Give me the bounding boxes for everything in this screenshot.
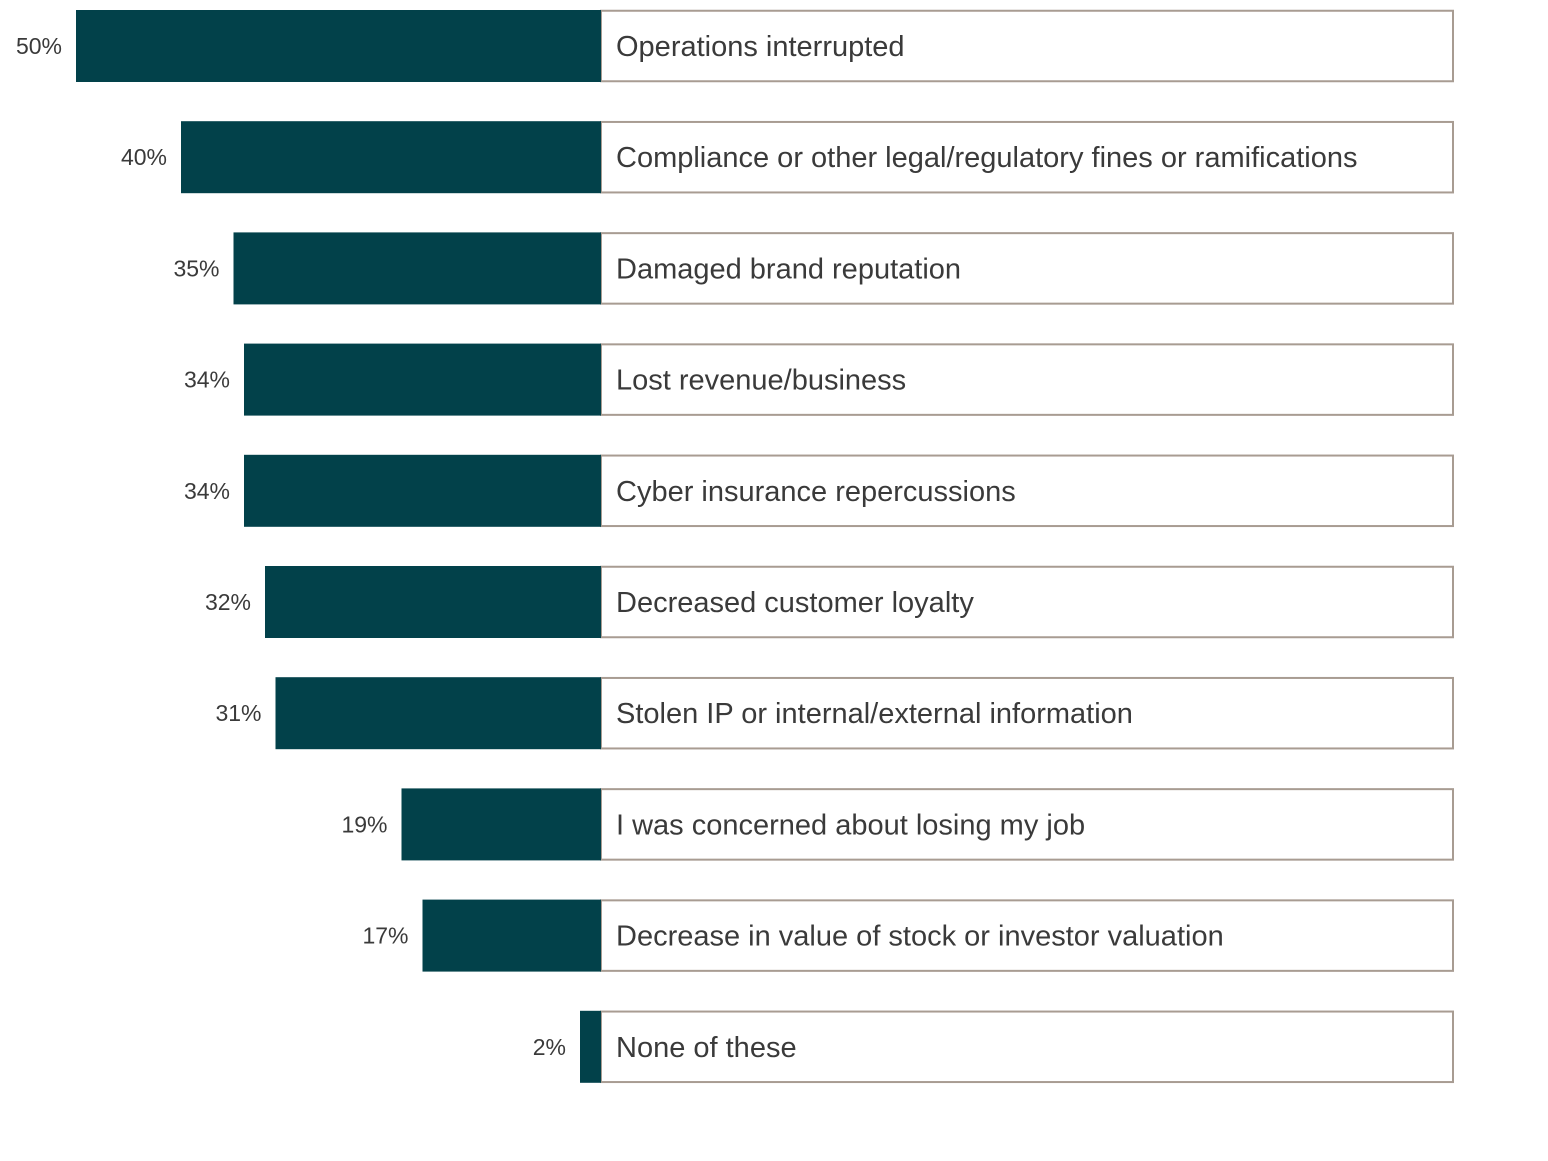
value-label: 2% bbox=[533, 1034, 566, 1060]
category-label-box bbox=[600, 676, 1454, 750]
bar bbox=[401, 788, 601, 861]
category-label: Compliance or other legal/regulatory fin… bbox=[616, 142, 1357, 174]
bar bbox=[233, 232, 601, 305]
category-label-box bbox=[600, 9, 1454, 83]
bar-row: 40% Compliance or other legal/regulatory … bbox=[121, 120, 1454, 194]
category-label-box bbox=[600, 343, 1454, 416]
bar bbox=[244, 454, 601, 527]
bar-row: 19% I was concerned about losing my job bbox=[341, 788, 1454, 861]
bar-row: 32% Decreased customer loyalty bbox=[205, 565, 1454, 639]
bar-row: 35% Damaged brand reputation bbox=[173, 232, 1454, 305]
category-label-box bbox=[600, 232, 1454, 305]
bar bbox=[244, 343, 601, 416]
value-label: 31% bbox=[215, 700, 261, 726]
value-label: 17% bbox=[362, 923, 408, 949]
bar-row: 17% Decrease in value of stock or investo… bbox=[362, 899, 1454, 972]
category-label: Operations interrupted bbox=[616, 31, 905, 63]
bar bbox=[181, 121, 601, 194]
bar-row: 34% Lost revenue/business bbox=[184, 343, 1454, 416]
category-label: Damaged brand reputation bbox=[616, 253, 961, 285]
value-label: 35% bbox=[173, 255, 219, 281]
category-label: Decreased customer loyalty bbox=[616, 587, 974, 619]
value-label: 19% bbox=[341, 811, 387, 837]
bar bbox=[275, 677, 601, 750]
value-label: 50% bbox=[16, 33, 62, 59]
category-label: Cyber insurance repercussions bbox=[616, 476, 1016, 508]
bar-row: 2% None of these bbox=[533, 1010, 1454, 1084]
value-label: 34% bbox=[184, 367, 230, 393]
bar bbox=[265, 566, 601, 638]
bar bbox=[422, 899, 601, 972]
category-label-box bbox=[600, 454, 1454, 528]
category-label-box bbox=[600, 1010, 1454, 1084]
bar bbox=[580, 1010, 601, 1083]
category-label: Lost revenue/business bbox=[616, 365, 906, 397]
category-label: Stolen IP or internal/external informati… bbox=[616, 698, 1133, 730]
value-label: 32% bbox=[205, 589, 251, 615]
bar-row: 31% Stolen IP or internal/external inform… bbox=[215, 676, 1454, 750]
value-label: 40% bbox=[121, 144, 167, 170]
value-label: 34% bbox=[184, 478, 230, 504]
bar bbox=[76, 10, 601, 82]
bar-row: 50% Operations interrupted bbox=[16, 9, 1454, 83]
bar-row: 34% Cyber insurance repercussions bbox=[184, 454, 1454, 528]
category-label: None of these bbox=[616, 1032, 797, 1064]
category-label: I was concerned about losing my job bbox=[616, 809, 1085, 841]
category-label-box bbox=[600, 120, 1454, 194]
category-label: Decrease in value of stock or investor v… bbox=[616, 921, 1224, 953]
